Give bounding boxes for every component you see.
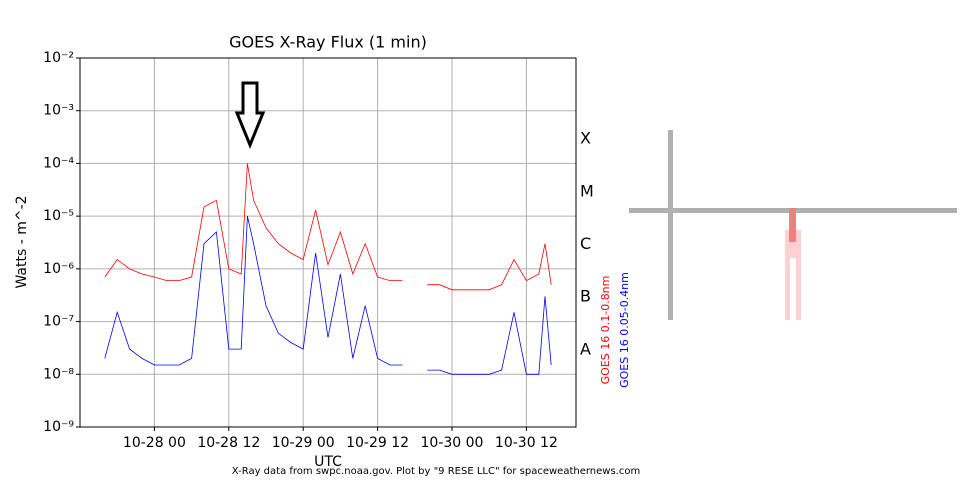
x-tick-label: 10-28 12 [197,435,260,451]
y-tick-label: 10⁻⁹ [43,419,74,435]
y-tick-label: 10⁻³ [43,103,74,119]
y-tick-label: 10⁻⁵ [43,208,74,224]
side-decoration [629,130,957,320]
y-tick-label: 10⁻² [43,50,74,66]
footer-note: X-Ray data from swpc.noaa.gov. Plot by "… [232,466,640,477]
red-bar [789,208,796,242]
flare-class-label: X [580,129,591,148]
series-line [104,216,403,366]
gray-bar [668,130,673,320]
y-tick-label: 10⁻⁷ [43,314,74,330]
x-tick-label: 10-30 12 [495,435,558,451]
x-axis-label: UTC [314,454,342,470]
x-tick-label: 10-30 00 [421,435,484,451]
y-tick-label: 10⁻⁶ [43,261,74,277]
y-tick-label: 10⁻⁴ [43,155,74,171]
peak-arrow [234,81,266,149]
series-line [427,296,552,375]
x-tick-label: 10-28 00 [123,435,186,451]
y-axis-label: Watts - m^-2 [14,195,30,288]
x-tick-label: 10-29 12 [346,435,409,451]
x-tick-label: 10-29 00 [272,435,335,451]
flare-class-label: B [580,287,591,306]
flare-class-label: A [580,339,591,358]
y-tick-label: 10⁻⁸ [43,366,74,382]
plot-area [80,57,576,428]
plot-frame [79,57,577,428]
legend-label: GOES 16 0.05-0.4nm [618,272,631,388]
gap [790,258,796,320]
flare-class-label: C [580,234,591,253]
chart-title: GOES X-Ray Flux (1 min) [229,33,427,52]
legend-label: GOES 16 0.1-0.8nm [599,276,612,385]
flare-class-label: M [580,181,594,200]
series-line [104,163,403,281]
series-line [427,243,552,291]
